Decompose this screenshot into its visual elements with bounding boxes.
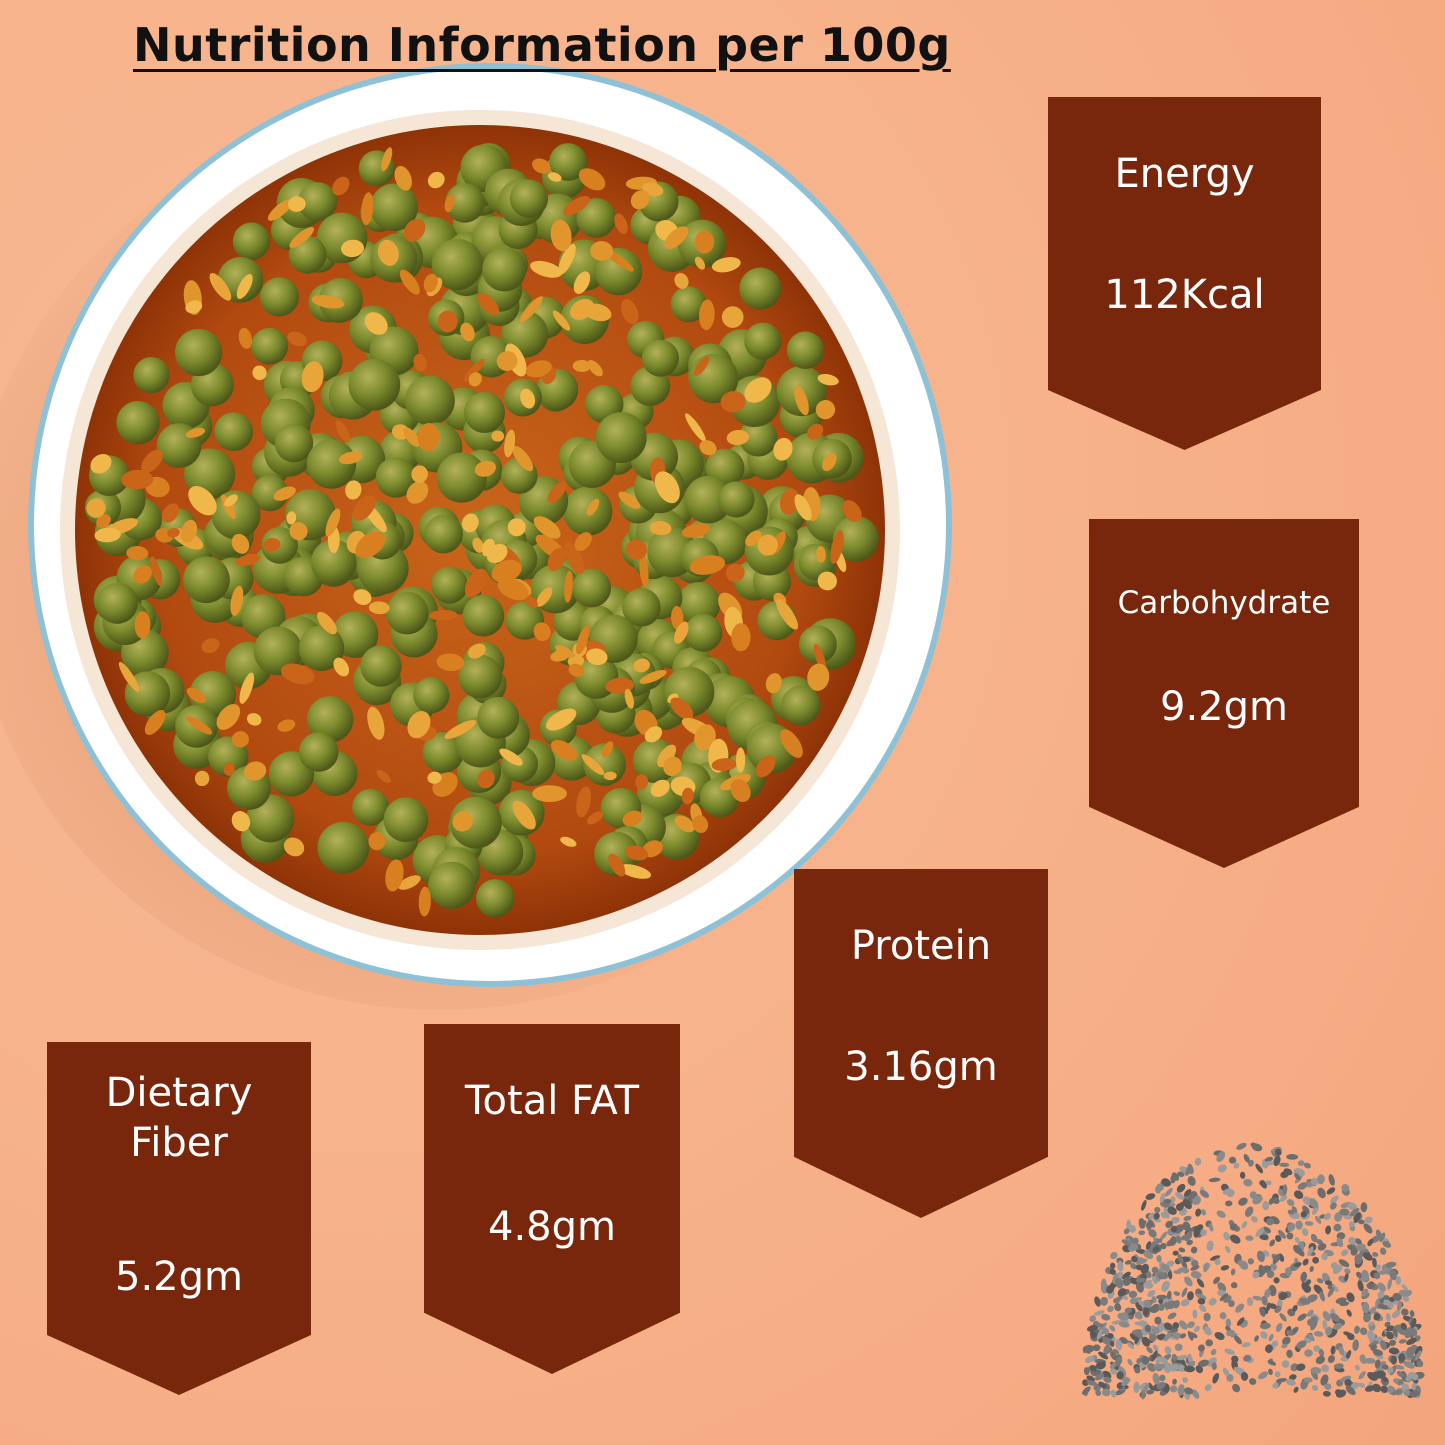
total-fat-label: Total FAT — [464, 1078, 640, 1124]
total-fat-card: Total FAT 4.8gm — [424, 1024, 680, 1374]
pickle-bowl-image — [0, 63, 952, 1010]
protein-label: Protein — [850, 923, 992, 969]
carbohydrate-value: 9.2gm — [1160, 684, 1288, 730]
energy-label: Energy — [1114, 151, 1255, 197]
energy-value: 112Kcal — [1104, 272, 1265, 318]
carbohydrate-label: Carbohydrate — [1117, 585, 1331, 621]
energy-card: Energy 112Kcal — [1048, 97, 1321, 450]
dietary-fiber-value: 5.2gm — [115, 1254, 243, 1300]
page-title: Nutrition Information per 100g — [133, 18, 951, 72]
dietary-fiber-label: Dietary Fiber — [105, 1070, 253, 1166]
dietary-fiber-card: Dietary Fiber 5.2gm — [47, 1042, 311, 1395]
protein-value: 3.16gm — [844, 1044, 998, 1090]
total-fat-value: 4.8gm — [488, 1204, 616, 1250]
carbohydrate-card: Carbohydrate 9.2gm — [1089, 519, 1359, 868]
seed-pile-image — [1082, 1142, 1425, 1400]
protein-card: Protein 3.16gm — [794, 869, 1048, 1218]
